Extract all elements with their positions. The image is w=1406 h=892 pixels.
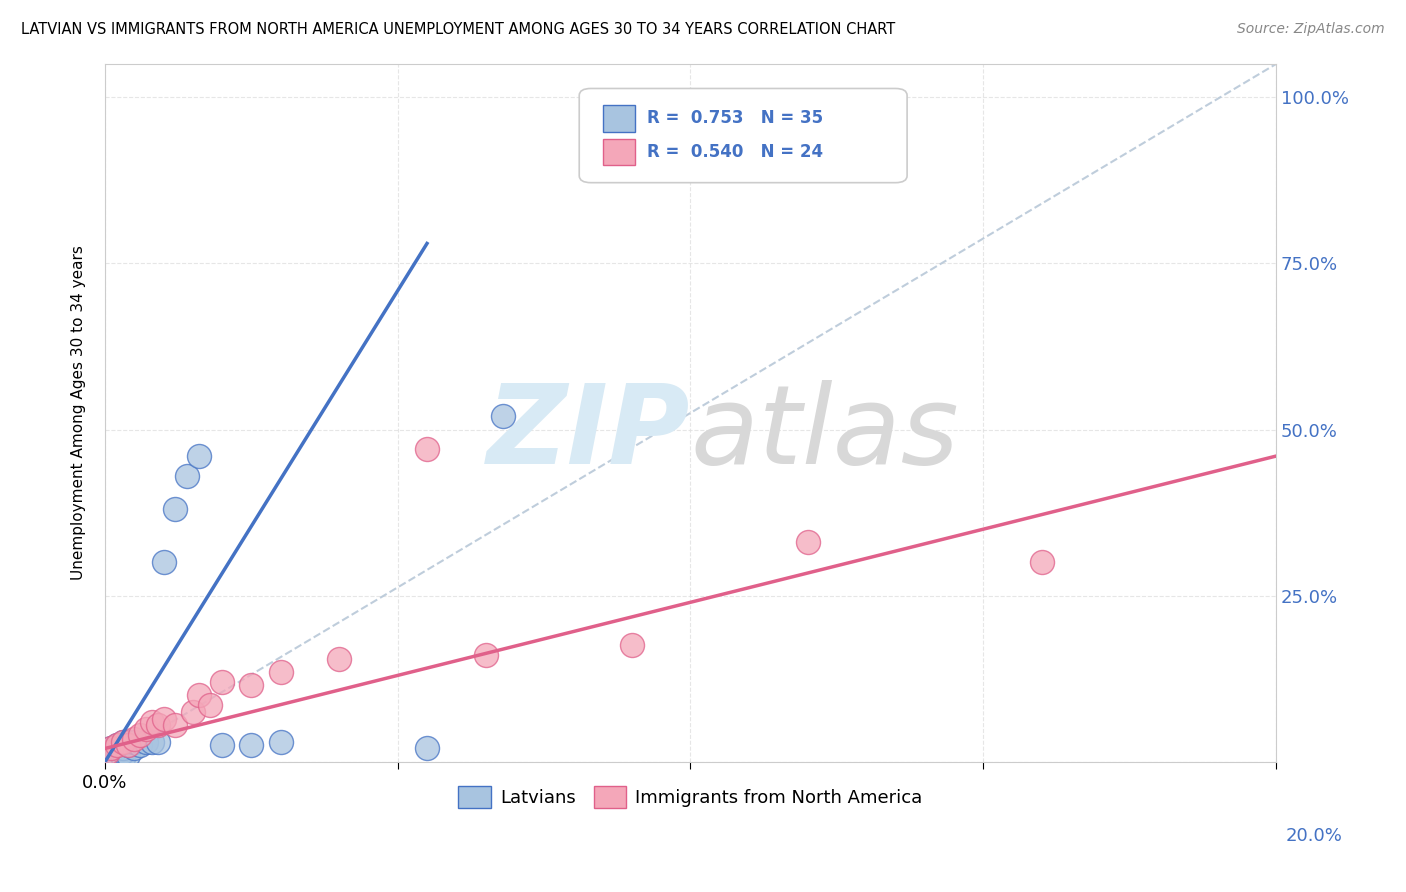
Point [129,728,152,742]
Point [105,738,128,752]
Point [135,735,157,749]
Point [117,738,139,752]
Point [187,689,209,703]
Point [165,718,187,732]
Text: Source: ZipAtlas.com: Source: ZipAtlas.com [1237,22,1385,37]
Point [98,749,121,764]
Legend: Latvians, Immigrants from North America: Latvians, Immigrants from North America [451,779,929,815]
Point [152,712,174,726]
Point [796,535,818,549]
Point [240,738,263,752]
Point [165,502,187,516]
Text: R =  0.753   N = 35: R = 0.753 N = 35 [647,110,824,128]
Point [105,748,128,763]
Point [100,745,122,759]
Point [111,735,134,749]
Point [111,745,134,759]
Point [105,741,128,756]
Text: R =  0.540   N = 24: R = 0.540 N = 24 [647,143,824,161]
Point [100,741,122,756]
Point [129,738,152,752]
Point [474,648,496,663]
Point [117,738,139,752]
Point [200,698,222,713]
Point [111,751,134,765]
Text: ZIP: ZIP [486,380,690,487]
FancyBboxPatch shape [603,139,636,165]
Point [117,735,139,749]
Point [187,449,209,463]
Point [1031,556,1053,570]
FancyBboxPatch shape [603,105,636,132]
Point [211,675,233,690]
Point [141,714,163,729]
Point [122,735,145,749]
Point [100,741,122,756]
Point [146,735,169,749]
Point [111,735,134,749]
Point [270,735,292,749]
Point [141,735,163,749]
Point [146,718,169,732]
Point [105,738,128,752]
Point [416,741,439,756]
Text: atlas: atlas [690,380,959,487]
Point [211,738,233,752]
Point [270,665,292,679]
Point [416,442,439,457]
FancyBboxPatch shape [579,88,907,183]
Point [97,751,120,765]
Text: 20.0%: 20.0% [1286,827,1343,845]
Point [620,639,643,653]
Point [97,745,120,759]
Point [328,652,350,666]
Point [103,748,125,763]
Point [181,705,204,719]
Point [122,731,145,746]
Point [105,751,128,765]
Point [492,409,515,424]
Point [97,748,120,763]
Point [100,748,122,763]
Text: LATVIAN VS IMMIGRANTS FROM NORTH AMERICA UNEMPLOYMENT AMONG AGES 30 TO 34 YEARS : LATVIAN VS IMMIGRANTS FROM NORTH AMERICA… [21,22,896,37]
Point [152,556,174,570]
Point [135,722,157,736]
Point [176,469,198,483]
Point [111,741,134,756]
Y-axis label: Unemployment Among Ages 30 to 34 years: Unemployment Among Ages 30 to 34 years [72,245,86,581]
Point [97,745,120,759]
Point [122,741,145,756]
Point [100,751,122,765]
Point [240,678,263,692]
Point [117,748,139,763]
